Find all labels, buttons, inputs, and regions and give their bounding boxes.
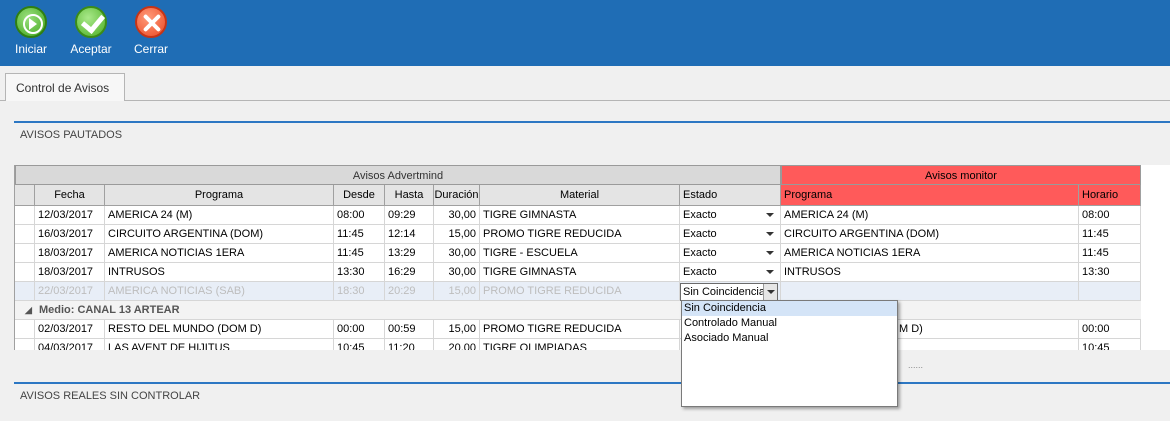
cerrar-button[interactable]: Cerrar bbox=[126, 6, 176, 56]
table-row-editing[interactable]: 22/03/2017 AMERICA NOTICIAS (SAB) 18:30 … bbox=[15, 282, 1141, 301]
section-divider bbox=[14, 382, 1170, 384]
collapse-arrow-icon[interactable]: ◢ bbox=[25, 305, 32, 315]
aceptar-label: Aceptar bbox=[70, 42, 112, 56]
iniciar-label: Iniciar bbox=[14, 42, 47, 56]
column-header-programa[interactable]: Programa bbox=[105, 185, 334, 206]
chevron-down-icon bbox=[766, 232, 774, 236]
column-header-material[interactable]: Material bbox=[480, 185, 680, 206]
column-header-fecha[interactable]: Fecha bbox=[35, 185, 105, 206]
column-header-hasta[interactable]: Hasta bbox=[385, 185, 434, 206]
tab-control-de-avisos[interactable]: Control de Avisos bbox=[5, 73, 125, 101]
dropdown-option-sin-coincidencia[interactable]: Sin Coincidencia bbox=[682, 301, 897, 316]
band-monitor: Avisos monitor bbox=[781, 165, 1141, 185]
cerrar-label: Cerrar bbox=[133, 42, 168, 56]
table-row[interactable]: 18/03/2017 INTRUSOS 13:30 16:29 30,00 TI… bbox=[15, 263, 1141, 282]
dropdown-option-asociado-manual[interactable]: Asociado Manual bbox=[684, 332, 769, 344]
table-row[interactable]: 02/03/2017 RESTO DEL MUNDO (DOM D) 00:00… bbox=[15, 320, 1141, 339]
row-indicator-header bbox=[15, 185, 35, 206]
estado-cell[interactable]: Exacto bbox=[680, 244, 781, 263]
section-divider bbox=[14, 121, 1170, 123]
close-icon bbox=[135, 6, 167, 38]
iniciar-button[interactable]: Iniciar bbox=[6, 6, 56, 56]
group-row[interactable]: ◢ Medio: CANAL 13 ARTEAR bbox=[15, 301, 1141, 320]
dropdown-option-controlado-manual[interactable]: Controlado Manual bbox=[684, 317, 777, 329]
estado-combo-editor[interactable]: Sin Coincidencia bbox=[680, 283, 778, 301]
band-advertmind: Avisos Advertmind bbox=[15, 165, 781, 185]
section-title-pautados: AVISOS PAUTADOS bbox=[20, 129, 123, 141]
table-row[interactable]: 18/03/2017 AMERICA NOTICIAS 1ERA 11:45 1… bbox=[15, 244, 1141, 263]
estado-dropdown-list[interactable]: Sin Coincidencia Controlado Manual Asoci… bbox=[681, 300, 898, 407]
chevron-down-icon[interactable] bbox=[763, 284, 777, 300]
estado-cell[interactable]: Exacto bbox=[680, 206, 781, 225]
column-header-monitor-programa[interactable]: Programa bbox=[781, 185, 1079, 206]
table-row[interactable]: 12/03/2017 AMERICA 24 (M) 08:00 09:29 30… bbox=[15, 206, 1141, 225]
column-header-estado[interactable]: Estado bbox=[680, 185, 781, 206]
splitter-handle[interactable]: ...... bbox=[908, 360, 924, 370]
table-row[interactable]: 16/03/2017 CIRCUITO ARGENTINA (DOM) 11:4… bbox=[15, 225, 1141, 244]
estado-cell[interactable]: Exacto bbox=[680, 263, 781, 282]
table-row[interactable]: 04/03/2017 LAS AVENT DE HIJITUS 10:45 11… bbox=[15, 339, 1141, 350]
chevron-down-icon bbox=[766, 213, 774, 217]
column-header-horario[interactable]: Horario bbox=[1079, 185, 1141, 206]
chevron-down-icon bbox=[766, 270, 774, 274]
check-icon bbox=[75, 6, 107, 38]
avisos-grid[interactable]: Avisos Advertmind Avisos monitor Fecha P… bbox=[14, 165, 1170, 350]
tab-strip-line bbox=[0, 100, 1170, 101]
section-title-reales: AVISOS REALES SIN CONTROLAR bbox=[20, 390, 201, 402]
estado-cell[interactable]: Exacto bbox=[680, 225, 781, 244]
toolbar: Iniciar Aceptar Cerrar bbox=[0, 0, 1170, 66]
aceptar-button[interactable]: Aceptar bbox=[66, 6, 116, 56]
play-icon bbox=[15, 6, 47, 38]
column-header-duracion[interactable]: Duración bbox=[434, 185, 480, 206]
chevron-down-icon bbox=[766, 251, 774, 255]
group-label: Medio: CANAL 13 ARTEAR bbox=[38, 304, 180, 316]
column-header-desde[interactable]: Desde bbox=[334, 185, 385, 206]
